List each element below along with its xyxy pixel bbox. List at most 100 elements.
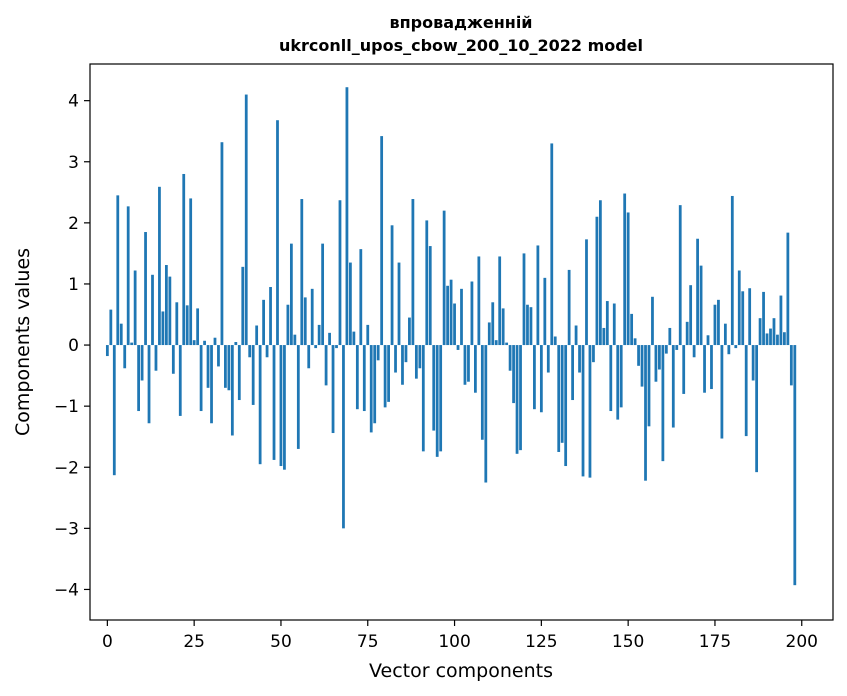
bar (272, 345, 276, 460)
bar (536, 245, 540, 346)
bar (411, 199, 415, 346)
bar (574, 325, 578, 346)
bar (730, 195, 734, 346)
bar (779, 295, 783, 346)
bar (206, 345, 210, 388)
bar (612, 303, 616, 346)
bar (647, 345, 651, 427)
y-axis-ticks: −4 −3 −2 −1 0 1 2 3 4 (54, 92, 90, 600)
bar (185, 305, 189, 346)
bar (442, 210, 446, 346)
bar (178, 345, 182, 416)
bar (192, 340, 196, 346)
bar (526, 304, 529, 346)
bar (126, 206, 130, 346)
bar (265, 345, 269, 358)
bar (331, 345, 335, 434)
x-tick-label: 50 (270, 632, 292, 652)
bar (567, 269, 571, 346)
y-tick-label: −4 (54, 580, 79, 600)
bar (769, 328, 772, 346)
bar (474, 345, 477, 393)
bar (640, 345, 644, 387)
bar (439, 345, 443, 452)
bar (269, 287, 272, 346)
bar (383, 345, 387, 408)
bar (300, 199, 304, 346)
y-tick-label: 2 (68, 214, 79, 234)
bar (671, 345, 675, 428)
bar (675, 345, 679, 350)
bar (105, 345, 109, 357)
bar (783, 332, 786, 346)
bar (355, 345, 359, 410)
bar (414, 345, 418, 379)
bar (296, 345, 300, 449)
bar (546, 345, 550, 373)
bar (713, 304, 717, 346)
bar (224, 345, 227, 388)
bar (394, 345, 397, 373)
bar (703, 345, 706, 393)
bar (776, 334, 779, 346)
bar (408, 317, 411, 346)
bar (658, 345, 661, 370)
bar (140, 345, 144, 381)
bar (109, 309, 113, 346)
bar (241, 266, 245, 346)
x-tick-label: 75 (357, 632, 379, 652)
bar (501, 308, 505, 346)
bar (564, 345, 568, 467)
bar (283, 345, 286, 470)
bar (644, 345, 647, 481)
y-tick-label: 1 (68, 275, 79, 295)
y-tick-label: 0 (68, 336, 79, 356)
bar (130, 342, 134, 346)
bar (258, 345, 262, 465)
bar (425, 220, 429, 346)
bar (369, 345, 373, 433)
bar (529, 307, 533, 346)
bar (581, 345, 585, 477)
bar (345, 87, 349, 346)
bar (175, 302, 179, 346)
bar (737, 270, 741, 346)
bar (376, 345, 380, 361)
bar (293, 334, 297, 346)
bar (289, 243, 293, 346)
bar (279, 345, 283, 467)
bar (602, 327, 606, 346)
bar (446, 285, 449, 346)
bar (616, 345, 620, 420)
bar (421, 345, 425, 452)
bar (487, 322, 491, 346)
bar (751, 345, 755, 381)
bar (182, 173, 186, 346)
bar (592, 345, 595, 363)
bar (609, 345, 613, 412)
bar (303, 297, 307, 346)
bar (255, 325, 259, 346)
bar (605, 301, 609, 346)
bar (668, 327, 672, 346)
bar (734, 345, 738, 349)
y-tick-label: 3 (68, 153, 79, 173)
bar (196, 308, 200, 346)
bar (664, 345, 668, 354)
plot-frame (89, 63, 834, 621)
bar (699, 265, 703, 346)
bar (484, 345, 488, 483)
bar (765, 333, 769, 346)
chart-title-line-1: впровадженній (389, 13, 532, 32)
chart-title-line-2: ukrconll_upos_cbow_200_10_2022 model (279, 36, 643, 55)
bar (342, 345, 345, 529)
bar (619, 345, 623, 408)
bar (494, 340, 498, 346)
bar (314, 345, 318, 349)
bar (307, 345, 311, 369)
bar (498, 256, 502, 346)
bar (786, 232, 790, 346)
bar (585, 239, 588, 346)
bars-group (105, 87, 797, 586)
